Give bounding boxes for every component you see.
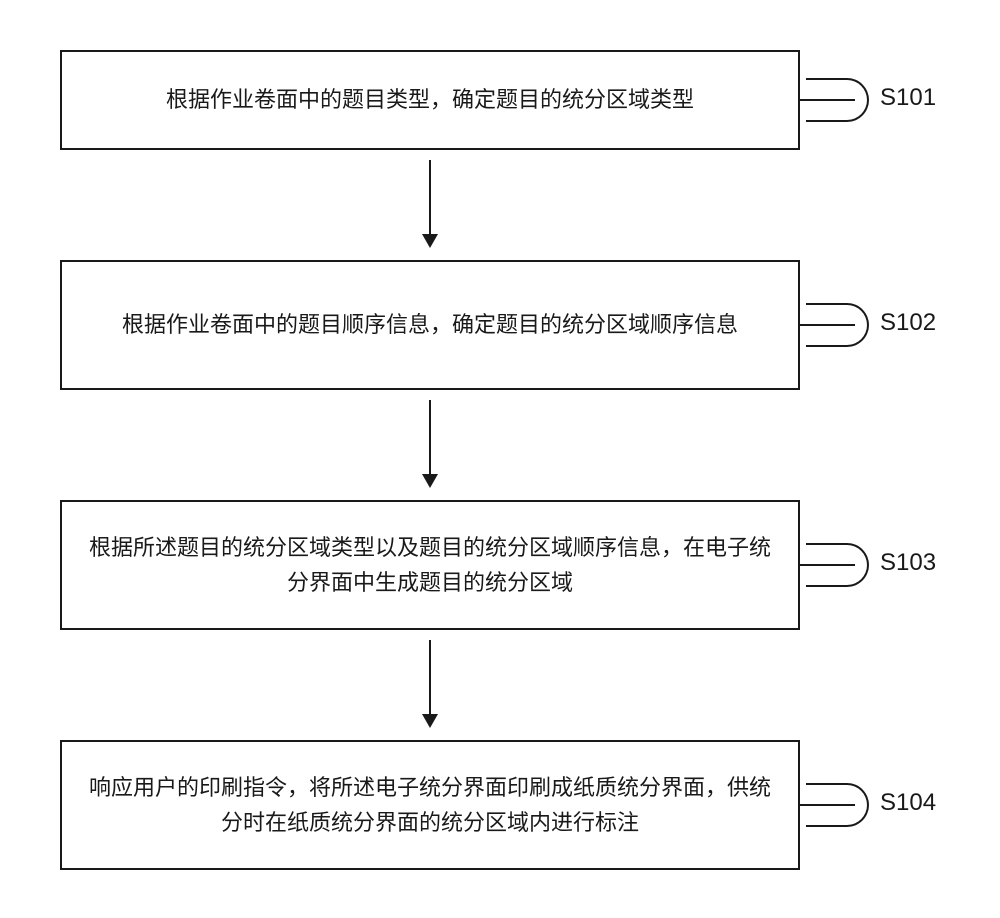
- flow-label-text: S104: [880, 789, 936, 816]
- flow-label-n3: S103: [880, 549, 936, 577]
- flow-label-n1: S101: [880, 84, 936, 112]
- flow-node-text: 根据所述题目的统分区域类型以及题目的统分区域顺序信息，在电子统分界面中生成题目的…: [82, 530, 778, 600]
- arrow-line: [429, 160, 431, 236]
- connector-bracket: [806, 78, 869, 122]
- flow-label-n4: S104: [880, 789, 936, 817]
- arrow-head-icon: [422, 714, 438, 728]
- flow-node-n4: 响应用户的印刷指令，将所述电子统分界面印刷成纸质统分界面，供统分时在纸质统分界面…: [60, 740, 800, 870]
- flow-label-text: S102: [880, 309, 936, 336]
- arrow-head-icon: [422, 234, 438, 248]
- connector-bracket: [806, 783, 869, 827]
- flow-node-text: 响应用户的印刷指令，将所述电子统分界面印刷成纸质统分界面，供统分时在纸质统分界面…: [82, 770, 778, 840]
- connector-bracket: [806, 543, 869, 587]
- flow-node-n2: 根据作业卷面中的题目顺序信息，确定题目的统分区域顺序信息: [60, 260, 800, 390]
- flow-node-n1: 根据作业卷面中的题目类型，确定题目的统分区域类型: [60, 50, 800, 150]
- arrow-head-icon: [422, 474, 438, 488]
- flow-node-text: 根据作业卷面中的题目类型，确定题目的统分区域类型: [166, 82, 694, 117]
- arrow-line: [429, 400, 431, 476]
- flow-label-text: S101: [880, 84, 936, 111]
- flow-label-text: S103: [880, 549, 936, 576]
- connector-bracket: [806, 303, 869, 347]
- arrow-line: [429, 640, 431, 716]
- flow-node-n3: 根据所述题目的统分区域类型以及题目的统分区域顺序信息，在电子统分界面中生成题目的…: [60, 500, 800, 630]
- flow-node-text: 根据作业卷面中的题目顺序信息，确定题目的统分区域顺序信息: [122, 307, 738, 342]
- flow-label-n2: S102: [880, 309, 936, 337]
